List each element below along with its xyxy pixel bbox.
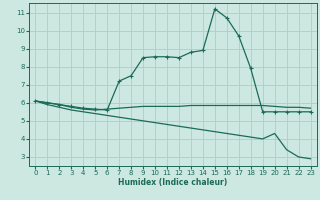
X-axis label: Humidex (Indice chaleur): Humidex (Indice chaleur) [118, 178, 228, 187]
